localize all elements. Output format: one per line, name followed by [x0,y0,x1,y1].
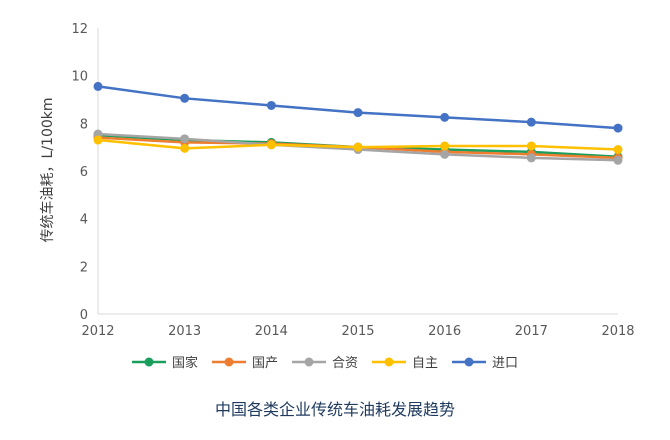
x-tick-label: 2014 [255,324,288,339]
series-line-4 [97,85,619,130]
legend-item: 国家 [132,355,198,371]
y-tick-label: 6 [80,165,88,180]
y-tick-labels: 0 2 4 6 8 10 12 [71,22,88,323]
data-point [613,155,623,165]
data-point [440,112,450,122]
legend-label: 进口 [492,356,518,371]
data-point [180,93,190,103]
data-point [180,143,190,153]
legend-label: 合资 [332,356,358,371]
y-axis-label: 传统车油耗，L/100km [39,98,56,243]
series-layer [93,81,623,165]
data-point [613,123,623,133]
legend-label: 自主 [412,356,438,371]
y-tick-label: 10 [71,70,88,85]
legend-item: 自主 [372,356,438,371]
data-point [526,141,536,151]
legend-swatch-marker [224,357,234,367]
x-tick-label: 2017 [515,324,548,339]
y-tick-label: 2 [80,260,88,275]
y-tick-label: 0 [80,308,88,323]
legend-item: 国产 [212,356,278,371]
legend-label: 国产 [252,356,278,371]
data-point [613,145,623,155]
data-point [526,153,536,163]
data-point [180,134,190,144]
legend-item: 进口 [452,356,518,371]
data-point [93,81,103,91]
y-tick-label: 8 [80,117,88,132]
y-tick-label: 4 [80,213,88,228]
x-tick-labels: 2012 2013 2014 2015 2016 2017 2018 [81,324,634,339]
y-tick-label: 12 [71,22,88,37]
data-point [353,108,363,118]
data-point [526,117,536,127]
chart-caption: 中国各类企业传统车油耗发展趋势 [214,400,455,419]
x-tick-label: 2015 [341,324,374,339]
data-point [440,149,450,159]
x-tick-label: 2018 [601,324,634,339]
x-tick-label: 2012 [81,324,114,339]
legend-label: 国家 [172,355,198,371]
legend-swatch-marker [384,357,394,367]
x-tick-label: 2016 [428,324,461,339]
legend: 国家 国产 合资 自主 进口 [132,355,518,371]
x-tick-label: 2013 [168,324,201,339]
data-point [93,135,103,145]
data-point [440,141,450,151]
legend-swatch-marker [144,357,154,367]
legend-item: 合资 [292,356,358,371]
data-point [353,142,363,152]
data-point [266,100,276,110]
legend-swatch-marker [304,357,314,367]
data-point [266,140,276,150]
legend-swatch-marker [464,357,474,367]
